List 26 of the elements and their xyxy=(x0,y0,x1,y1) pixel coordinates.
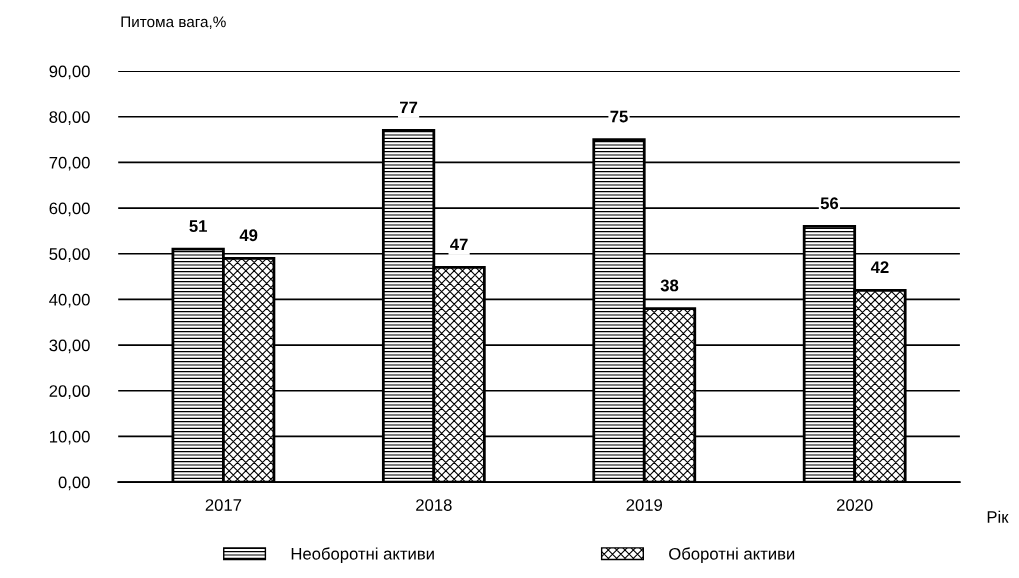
x-tick-label: 2017 xyxy=(205,499,242,511)
y-axis-title: Питома вага,% xyxy=(121,16,226,30)
y-tick-label: 0,00 xyxy=(58,476,90,491)
y-tick-label: 70,00 xyxy=(49,156,90,171)
data-label: 38 xyxy=(660,279,679,292)
data-label: 42 xyxy=(870,261,889,273)
data-label: 51 xyxy=(189,220,207,232)
y-tick-label: 60,00 xyxy=(49,202,90,217)
data-label: 77 xyxy=(400,101,418,114)
y-tick-label: 30,00 xyxy=(49,339,90,354)
data-label: 49 xyxy=(239,229,258,242)
data-label: 56 xyxy=(820,197,839,210)
data-label: 47 xyxy=(450,238,468,251)
y-tick-label: 10,00 xyxy=(49,430,90,445)
y-tick-label: 90,00 xyxy=(49,65,90,80)
y-tick-label: 50,00 xyxy=(49,248,90,262)
legend-label: Необоротні активи xyxy=(291,547,434,563)
data-label: 75 xyxy=(610,110,628,123)
y-tick-label: 20,00 xyxy=(49,385,90,399)
x-tick-label: 2019 xyxy=(626,499,663,511)
x-axis-title: Рік xyxy=(987,510,1009,523)
x-tick-label: 2020 xyxy=(836,499,873,511)
x-tick-label: 2018 xyxy=(416,499,452,511)
y-tick-label: 80,00 xyxy=(49,111,90,125)
y-tick-label: 40,00 xyxy=(49,293,90,308)
legend-label: Оборотні активи xyxy=(669,547,795,563)
